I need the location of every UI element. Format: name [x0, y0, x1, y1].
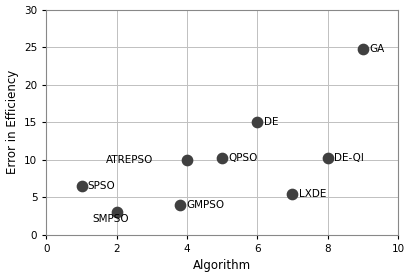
Text: DE: DE — [263, 117, 277, 127]
X-axis label: Algorithm: Algorithm — [193, 259, 251, 272]
Text: ATREPSO: ATREPSO — [106, 155, 153, 165]
Text: LXDE: LXDE — [298, 188, 325, 198]
Point — [78, 184, 85, 188]
Point — [359, 46, 365, 51]
Point — [183, 158, 190, 162]
Y-axis label: Error in Efficiency: Error in Efficiency — [6, 70, 18, 174]
Text: SPSO: SPSO — [88, 181, 115, 191]
Text: DE-QI: DE-QI — [333, 153, 363, 163]
Point — [176, 203, 183, 207]
Point — [254, 120, 260, 125]
Point — [113, 210, 120, 215]
Point — [218, 156, 225, 160]
Text: GA: GA — [368, 44, 383, 54]
Point — [288, 191, 295, 196]
Text: QPSO: QPSO — [228, 153, 257, 163]
Point — [324, 156, 330, 160]
Text: GMPSO: GMPSO — [186, 200, 224, 210]
Text: SMPSO: SMPSO — [92, 214, 128, 224]
